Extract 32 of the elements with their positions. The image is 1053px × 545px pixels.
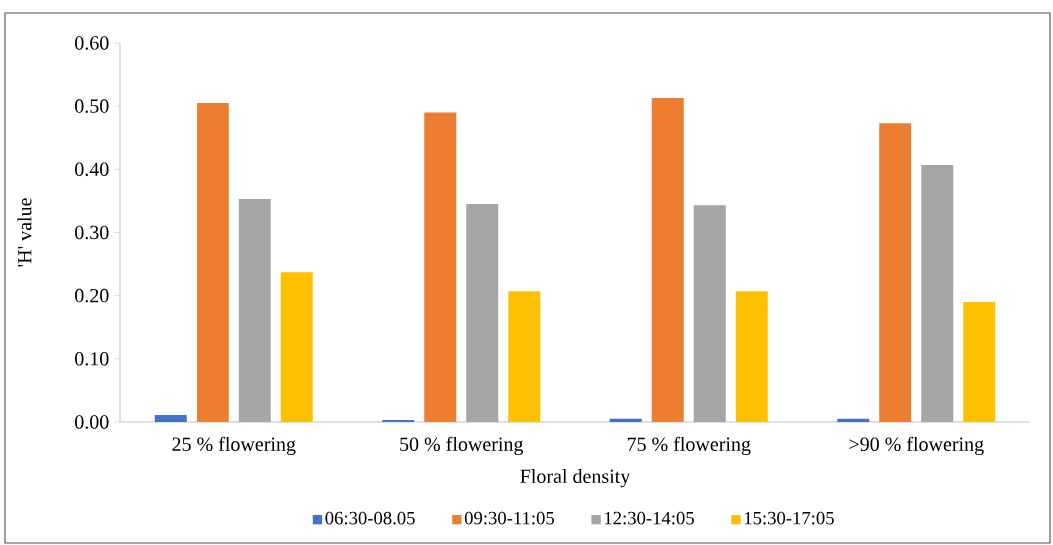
bar bbox=[879, 123, 912, 422]
y-tick-label: 0.50 bbox=[75, 99, 109, 113]
x-tick-label: 25 % flowering bbox=[172, 436, 296, 456]
y-tick-label: 0.30 bbox=[75, 225, 109, 240]
bar bbox=[921, 164, 954, 422]
y-tick-label: 0.10 bbox=[75, 352, 109, 366]
legend-label: 06:30-08.05 bbox=[325, 511, 415, 525]
y-tick-label: 0.20 bbox=[75, 288, 109, 303]
x-tick-label: 75 % flowering bbox=[627, 436, 751, 456]
legend-label: 15:30-17:05 bbox=[744, 511, 834, 525]
bar bbox=[238, 199, 271, 422]
legend-label: 12:30-14:05 bbox=[605, 511, 694, 525]
bar bbox=[508, 291, 541, 422]
bar bbox=[735, 291, 768, 422]
y-tick-label: 0.60 bbox=[75, 36, 109, 50]
bar bbox=[466, 204, 499, 422]
bar bbox=[424, 112, 457, 422]
bar bbox=[154, 415, 187, 422]
bar bbox=[609, 418, 642, 422]
bar bbox=[963, 301, 996, 422]
legend-label: 09:30-11:05 bbox=[464, 511, 555, 525]
x-axis-title: Floral density bbox=[520, 468, 631, 488]
bar bbox=[280, 272, 313, 422]
bar bbox=[196, 103, 229, 422]
x-tick-label: >90 % flowering bbox=[849, 436, 984, 456]
x-tick-label: 50 % flowering bbox=[400, 436, 524, 456]
bar bbox=[693, 205, 726, 422]
y-axis-title: 'H' value bbox=[17, 198, 32, 267]
bar bbox=[837, 418, 870, 422]
bar bbox=[651, 97, 684, 422]
y-tick-label: 0.40 bbox=[75, 162, 109, 177]
y-tick-label: 0.00 bbox=[75, 415, 109, 429]
